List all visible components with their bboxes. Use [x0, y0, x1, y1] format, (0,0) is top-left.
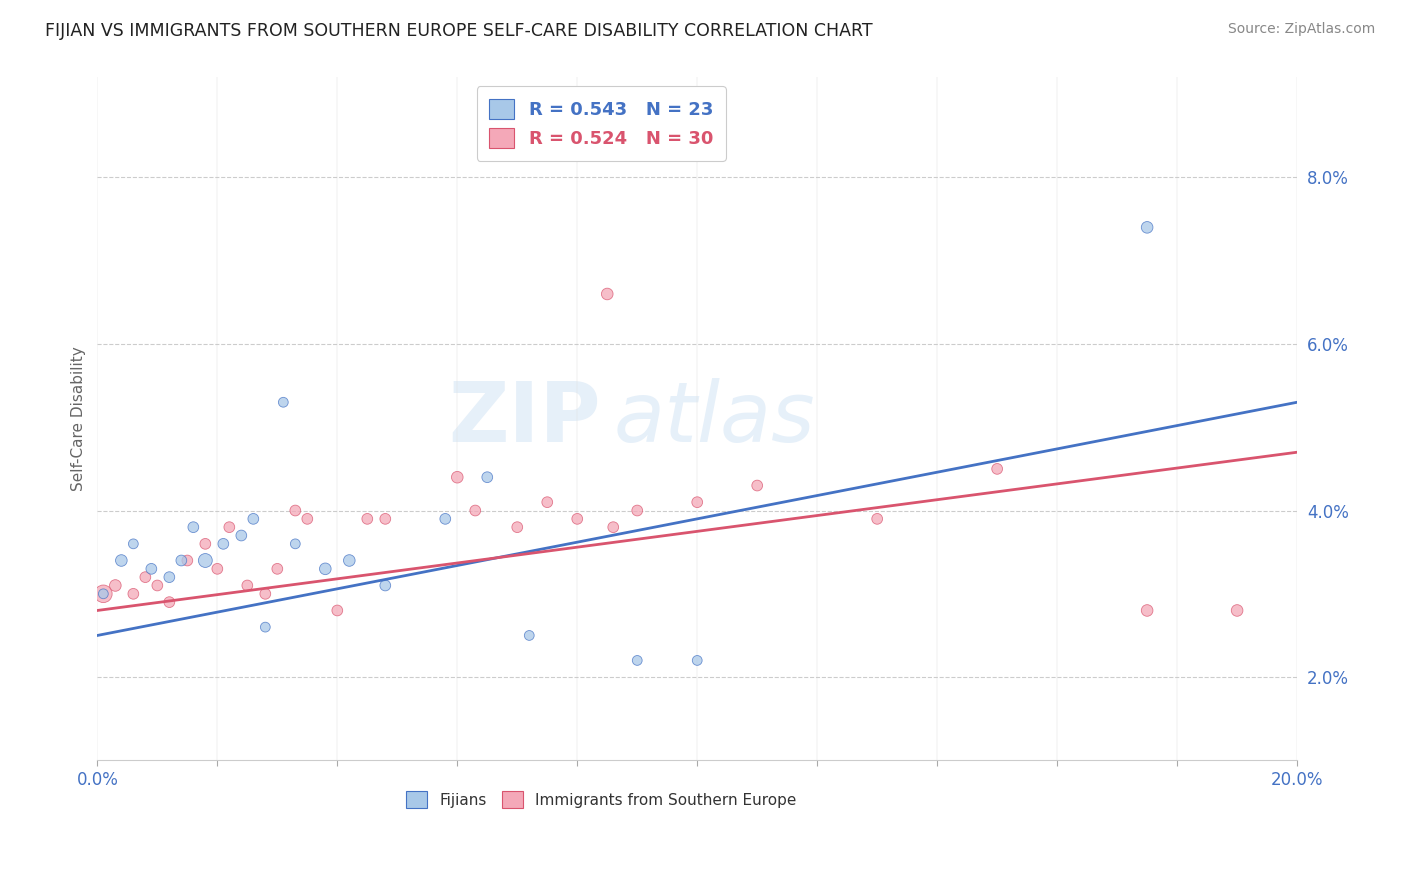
Point: [464, 503, 486, 517]
Point: [266, 562, 288, 576]
Point: [194, 553, 217, 567]
Point: [194, 537, 217, 551]
Point: [626, 653, 648, 667]
Point: [242, 512, 264, 526]
Point: [236, 578, 259, 592]
Point: [626, 503, 648, 517]
Point: [602, 520, 624, 534]
Point: [93, 587, 115, 601]
Point: [986, 462, 1008, 476]
Point: [297, 512, 319, 526]
Point: [477, 470, 499, 484]
Point: [284, 537, 307, 551]
Point: [93, 587, 115, 601]
Point: [183, 520, 205, 534]
Point: [254, 620, 277, 634]
Point: [122, 587, 145, 601]
Point: [596, 287, 619, 301]
Text: Source: ZipAtlas.com: Source: ZipAtlas.com: [1227, 22, 1375, 37]
Point: [686, 653, 709, 667]
Point: [207, 562, 229, 576]
Text: ZIP: ZIP: [449, 378, 602, 459]
Legend: Fijians, Immigrants from Southern Europe: Fijians, Immigrants from Southern Europe: [399, 785, 803, 814]
Point: [273, 395, 295, 409]
Point: [686, 495, 709, 509]
Point: [141, 562, 163, 576]
Point: [374, 512, 396, 526]
Point: [170, 553, 193, 567]
Point: [157, 570, 180, 584]
Point: [1226, 603, 1249, 617]
Point: [446, 470, 468, 484]
Point: [747, 478, 769, 492]
Point: [314, 562, 336, 576]
Text: atlas: atlas: [613, 378, 815, 459]
Y-axis label: Self-Care Disability: Self-Care Disability: [72, 346, 86, 491]
Point: [231, 528, 253, 542]
Point: [218, 520, 240, 534]
Point: [104, 578, 127, 592]
Point: [284, 503, 307, 517]
Text: FIJIAN VS IMMIGRANTS FROM SOUTHERN EUROPE SELF-CARE DISABILITY CORRELATION CHART: FIJIAN VS IMMIGRANTS FROM SOUTHERN EUROP…: [45, 22, 873, 40]
Point: [1136, 220, 1159, 235]
Point: [146, 578, 169, 592]
Point: [536, 495, 558, 509]
Point: [506, 520, 529, 534]
Point: [356, 512, 378, 526]
Point: [176, 553, 198, 567]
Point: [517, 628, 540, 642]
Point: [212, 537, 235, 551]
Point: [1136, 603, 1159, 617]
Point: [567, 512, 589, 526]
Point: [134, 570, 156, 584]
Point: [326, 603, 349, 617]
Point: [374, 578, 396, 592]
Point: [157, 595, 180, 609]
Point: [434, 512, 457, 526]
Point: [122, 537, 145, 551]
Point: [110, 553, 132, 567]
Point: [254, 587, 277, 601]
Point: [866, 512, 889, 526]
Point: [337, 553, 360, 567]
